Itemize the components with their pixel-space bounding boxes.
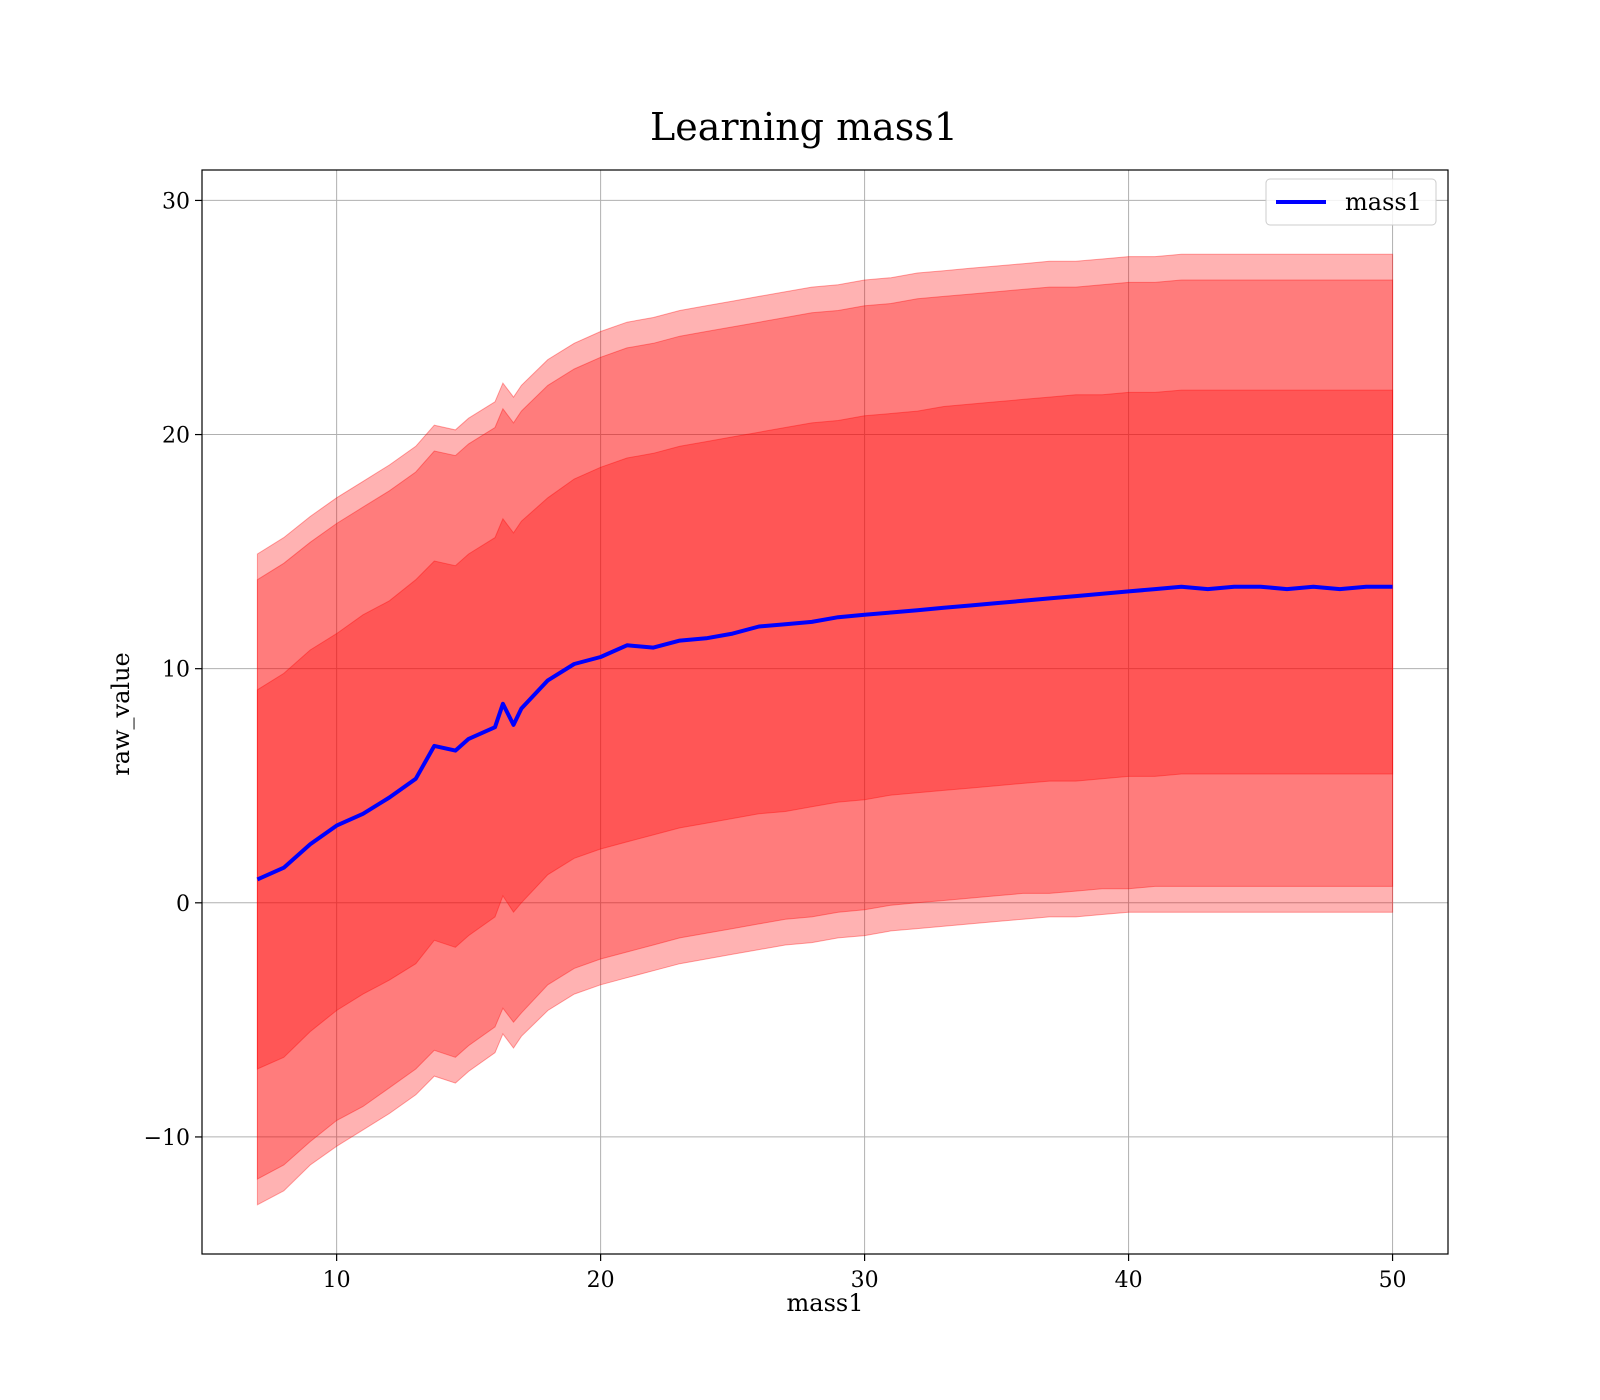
- x-tick-label-2: 30: [851, 1268, 879, 1293]
- y-axis-label: raw_value: [107, 652, 135, 776]
- legend: mass1: [1265, 178, 1437, 226]
- x-tick-label-4: 50: [1379, 1268, 1407, 1293]
- legend-box: [1265, 178, 1437, 226]
- y-axis-ticks: −10 0 10 20 30: [144, 189, 202, 1151]
- y-tick-label-2: 10: [162, 658, 190, 683]
- y-tick-label-3: 20: [162, 424, 190, 449]
- series-line-0: [256, 584, 1393, 882]
- y-tick-label-0: −10: [144, 1126, 190, 1151]
- legend-label-mass1: mass1: [1345, 188, 1422, 216]
- y-tick-label-1: 0: [176, 892, 190, 917]
- band-outer: [256, 253, 1394, 1206]
- band-inner: [256, 389, 1394, 1070]
- grid-lines: [202, 170, 1448, 1254]
- y-tick-label-4: 30: [162, 189, 190, 214]
- chart-title: Learning mass1: [650, 105, 958, 149]
- x-tick-label-3: 40: [1115, 1268, 1143, 1293]
- series-lines: [256, 584, 1393, 882]
- plot-frame: [201, 169, 1449, 1255]
- uncertainty-bands: [256, 253, 1394, 1206]
- x-axis-ticks: 10 20 30 40 50: [323, 1254, 1407, 1293]
- x-tick-label-0: 10: [323, 1268, 351, 1293]
- band-middle: [256, 279, 1394, 1180]
- x-axis-label: mass1: [787, 1289, 864, 1317]
- x-tick-label-1: 20: [587, 1268, 615, 1293]
